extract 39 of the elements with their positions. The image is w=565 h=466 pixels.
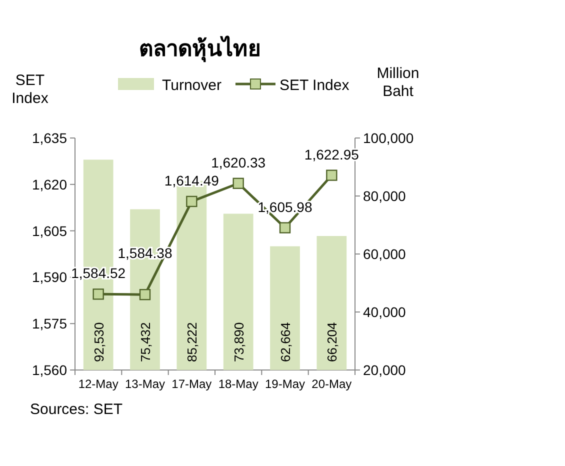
data-label: 1,584.52 <box>71 265 126 282</box>
legend-label: Turnover <box>162 77 222 94</box>
data-label: 73,890 <box>231 322 246 362</box>
y-tick-label: 1,575 <box>32 316 68 332</box>
data-label: 1,614.49 <box>164 172 220 188</box>
data-label: 1,622.95 <box>304 146 360 162</box>
x-tick-label: 12-May <box>78 377 118 391</box>
x-tick-label: 20-May <box>312 377 352 391</box>
y-axis-title: SET Index <box>12 72 49 107</box>
x-tick-label: 18-May <box>218 377 258 391</box>
point <box>186 196 198 208</box>
y-tick-label: 1,620 <box>32 176 68 192</box>
y2-tick-label: 80,000 <box>363 188 406 204</box>
point <box>326 170 338 181</box>
point <box>139 288 151 300</box>
y2-tick-label: 40,000 <box>363 304 406 320</box>
y-tick-label: 1,560 <box>32 362 68 378</box>
data-label: 66,204 <box>324 322 340 362</box>
data-label: 85,222 <box>184 322 200 362</box>
y-tick-label: 1,605 <box>32 222 68 239</box>
source-note: Sources: SET <box>30 401 123 418</box>
x-tick-label: 19-May <box>264 377 306 391</box>
point <box>279 222 291 234</box>
chart-title: ตลาดหุ้นไทย <box>139 35 261 63</box>
legend-label: SET Index <box>279 77 350 94</box>
data-label: 62,664 <box>278 322 293 362</box>
y2-tick-label: 60,000 <box>363 246 406 262</box>
y-tick-label: 1,635 <box>32 130 68 146</box>
x-tick-label: 17-May <box>172 377 212 391</box>
x-tick-label: 13-May <box>124 377 166 391</box>
point <box>232 178 244 189</box>
data-label: 75,432 <box>138 322 153 362</box>
y2-axis-title: Million Baht <box>376 65 420 100</box>
data-label: 1,620.33 <box>211 154 266 170</box>
y2-tick-label: 20,000 <box>363 362 406 378</box>
point <box>92 288 104 300</box>
y-tick-label: 1,590 <box>32 269 68 286</box>
y2-tick-label: 100,000 <box>363 130 414 146</box>
data-label: 92,530 <box>91 322 106 362</box>
